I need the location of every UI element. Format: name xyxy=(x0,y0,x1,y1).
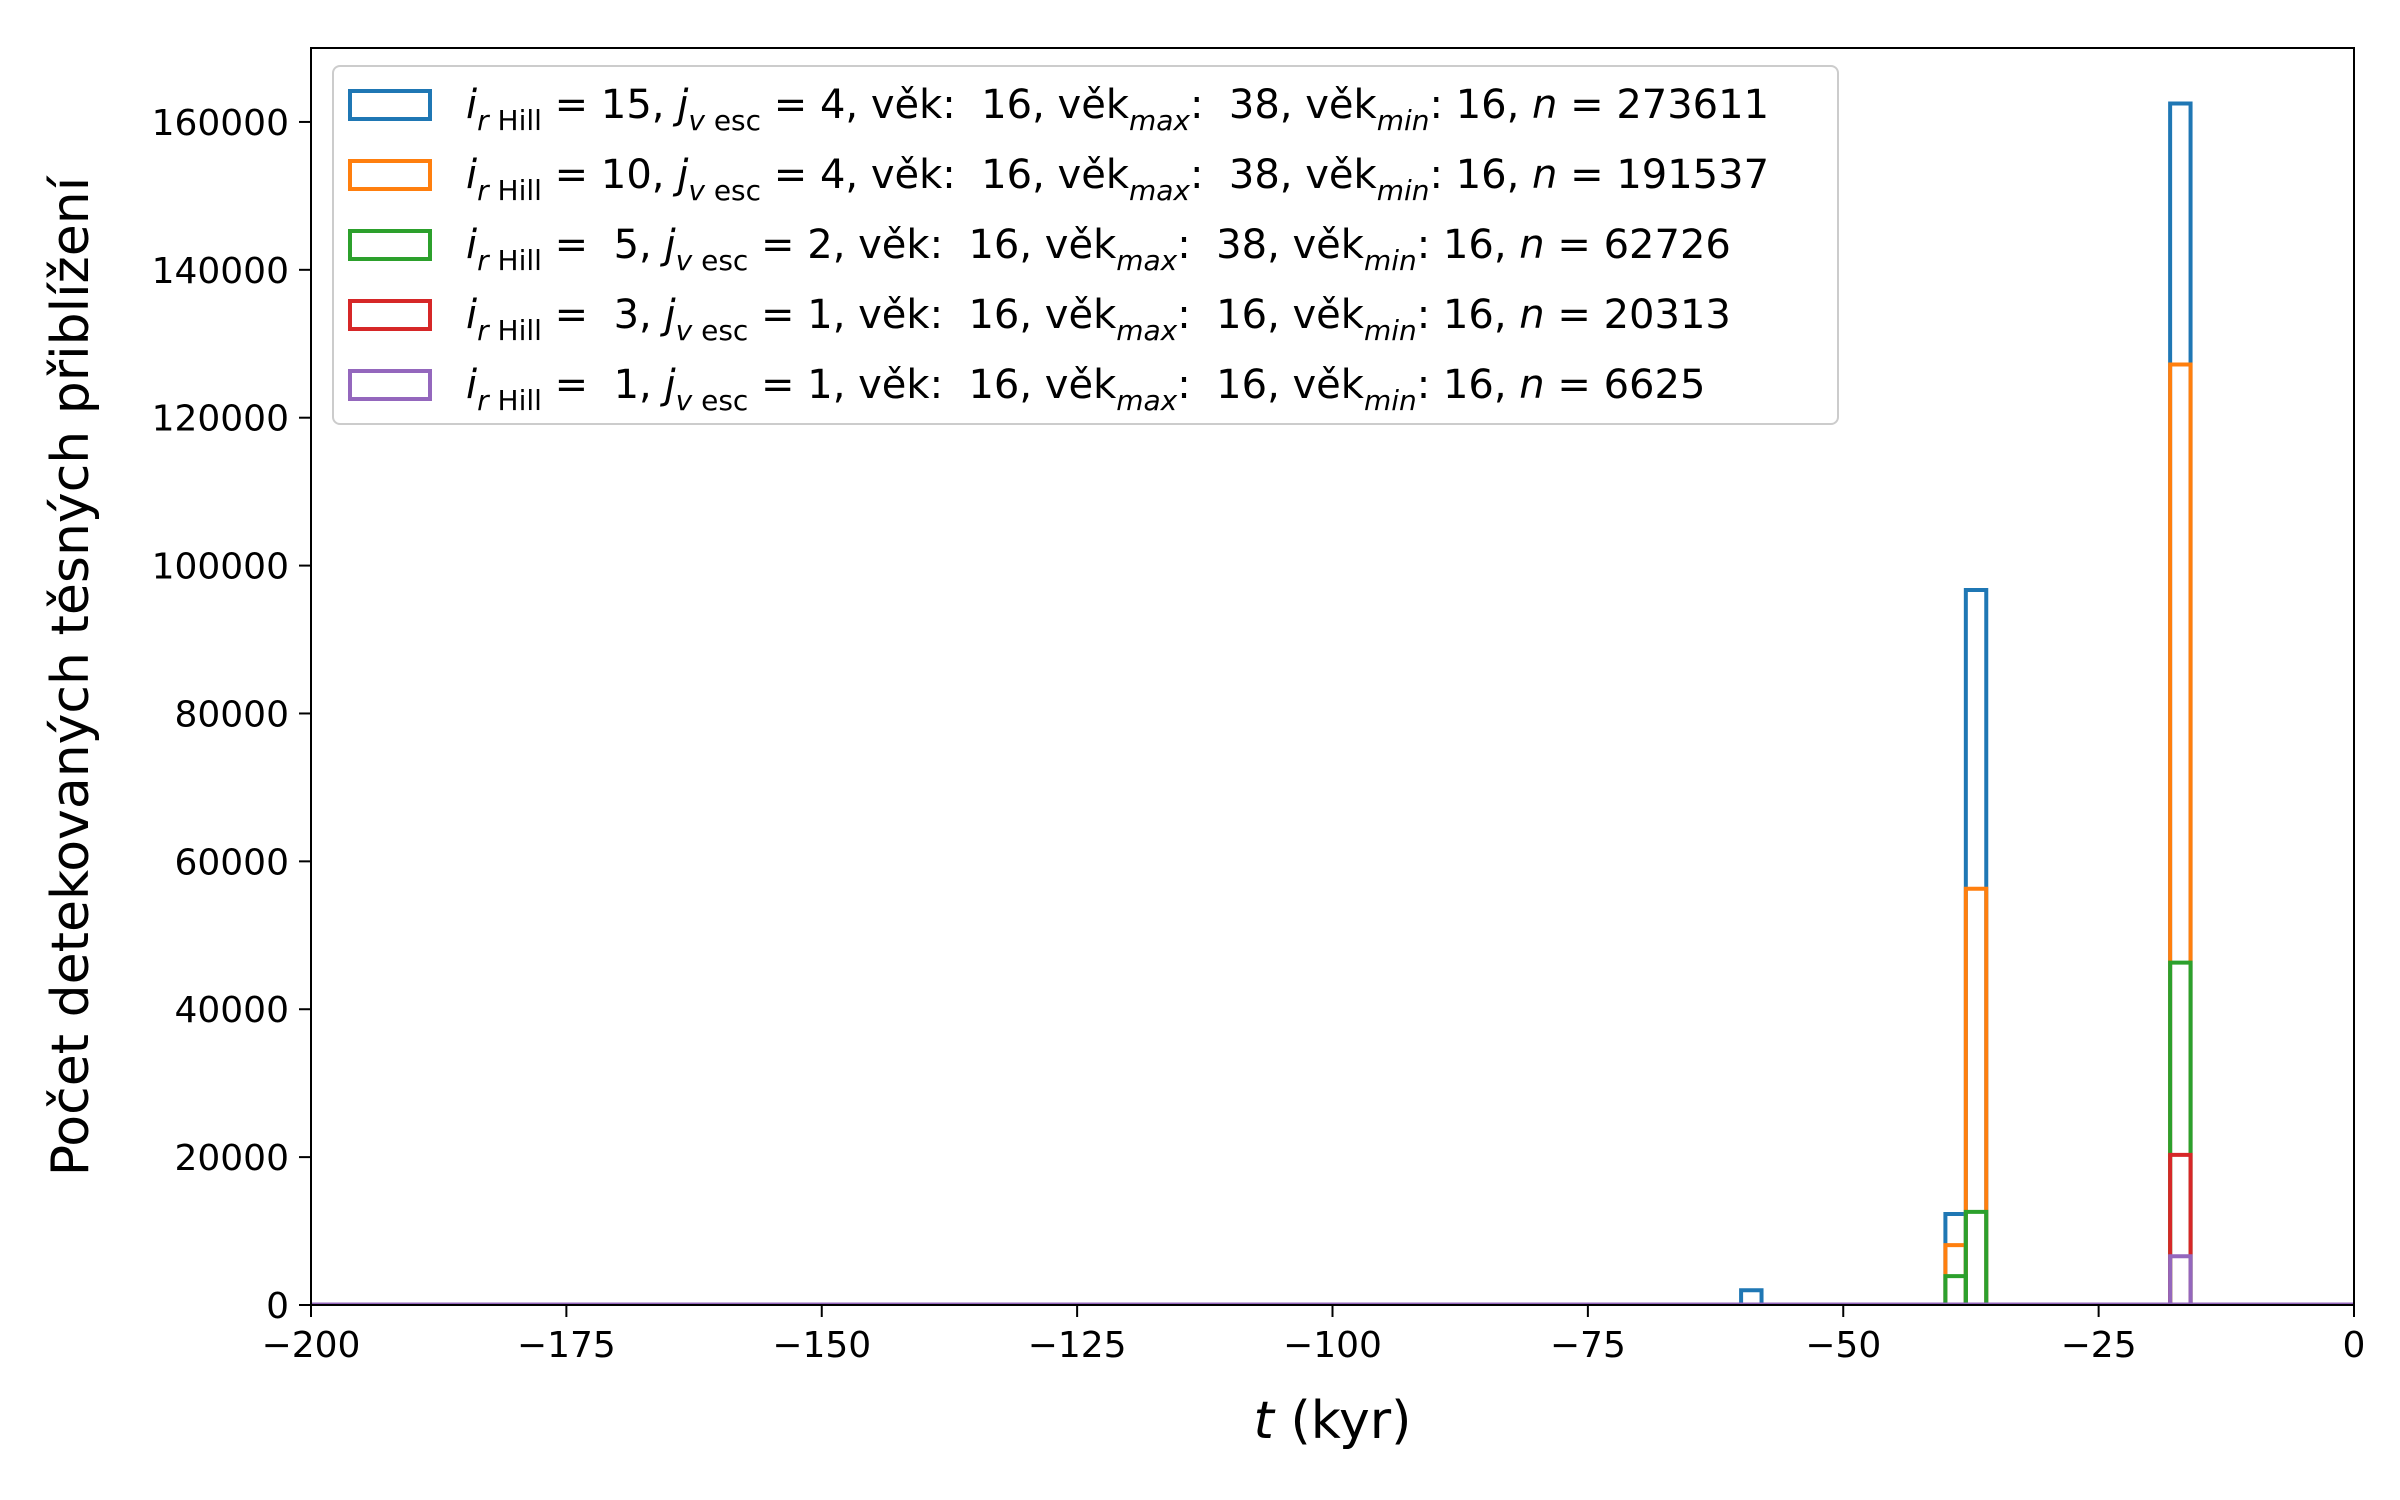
x-tick-label: −175 xyxy=(517,1325,616,1366)
legend-frame xyxy=(332,65,1839,425)
series-3-bar-0 xyxy=(2168,1152,2193,1305)
legend-entry-2: ir Hill = 5, jv esc = 2, věk: 16, věkmax… xyxy=(348,222,1731,277)
y-tick-label: 160000 xyxy=(152,103,289,144)
legend-swatch xyxy=(348,159,432,191)
legend-entry-3: ir Hill = 3, jv esc = 1, věk: 16, věkmax… xyxy=(348,292,1731,347)
legend: ir Hill = 15, jv esc = 4, věk: 16, věkma… xyxy=(332,65,1839,425)
y-tick-label: 60000 xyxy=(174,842,289,883)
legend-label: ir Hill = 10, jv esc = 4, věk: 16, věkma… xyxy=(466,152,1769,207)
y-tick-label: 0 xyxy=(266,1286,289,1327)
series-2-bar-2 xyxy=(2168,960,2193,1305)
y-tick-label: 40000 xyxy=(174,990,289,1031)
legend-swatch xyxy=(348,229,432,261)
plot-frame xyxy=(310,47,2355,1306)
legend-label: ir Hill = 1, jv esc = 1, věk: 16, věkmax… xyxy=(466,362,1705,417)
series-1-bar-1 xyxy=(1963,886,1989,1305)
x-tick-label: −200 xyxy=(262,1325,361,1366)
y-tick-label: 120000 xyxy=(152,399,289,440)
x-tick-label: −50 xyxy=(1805,1325,1881,1366)
legend-swatch xyxy=(348,89,432,121)
x-tick-label: 0 xyxy=(2343,1325,2366,1366)
series-0-bar-0 xyxy=(1739,1288,1764,1305)
y-axis-label: Počet detekovaných těsných přiblížení xyxy=(41,175,101,1176)
x-axis-variable: t xyxy=(1254,1391,1276,1451)
y-tick-label: 80000 xyxy=(174,694,289,735)
x-tick-label: −25 xyxy=(2061,1325,2137,1366)
y-tick-label: 140000 xyxy=(152,251,289,292)
x-axis-unit: (kyr) xyxy=(1274,1391,1412,1451)
legend-entry-4: ir Hill = 1, jv esc = 1, věk: 16, věkmax… xyxy=(348,362,1705,417)
x-axis-label: t (kyr) xyxy=(1254,1391,1412,1451)
x-axis-ticks: −200 −175 −150 −125 −100 −75 −50 −25 0 xyxy=(262,1305,2366,1366)
legend-label: ir Hill = 5, jv esc = 2, věk: 16, věkmax… xyxy=(466,222,1731,277)
legend-swatch xyxy=(348,299,432,331)
x-tick-label: −125 xyxy=(1028,1325,1127,1366)
series-2-bar-1 xyxy=(1963,1209,1989,1305)
x-tick-label: −100 xyxy=(1283,1325,1382,1366)
series-4-bar-0 xyxy=(2168,1254,2193,1305)
y-axis-ticks: 0 20000 40000 60000 80000 100000 120000 140000 1… xyxy=(152,103,311,1327)
y-tick-label: 100000 xyxy=(152,547,289,588)
series-1-bar-2 xyxy=(2168,362,2193,1305)
legend-entry-0: ir Hill = 15, jv esc = 4, věk: 16, věkma… xyxy=(348,82,1769,137)
legend-swatch xyxy=(348,369,432,401)
x-tick-label: −150 xyxy=(772,1325,871,1366)
x-tick-label: −75 xyxy=(1550,1325,1626,1366)
legend-label: ir Hill = 15, jv esc = 4, věk: 16, věkma… xyxy=(466,82,1769,137)
legend-entry-1: ir Hill = 10, jv esc = 4, věk: 16, věkma… xyxy=(348,152,1769,207)
legend-label: ir Hill = 3, jv esc = 1, věk: 16, věkmax… xyxy=(466,292,1731,347)
y-tick-label: 20000 xyxy=(174,1138,289,1179)
